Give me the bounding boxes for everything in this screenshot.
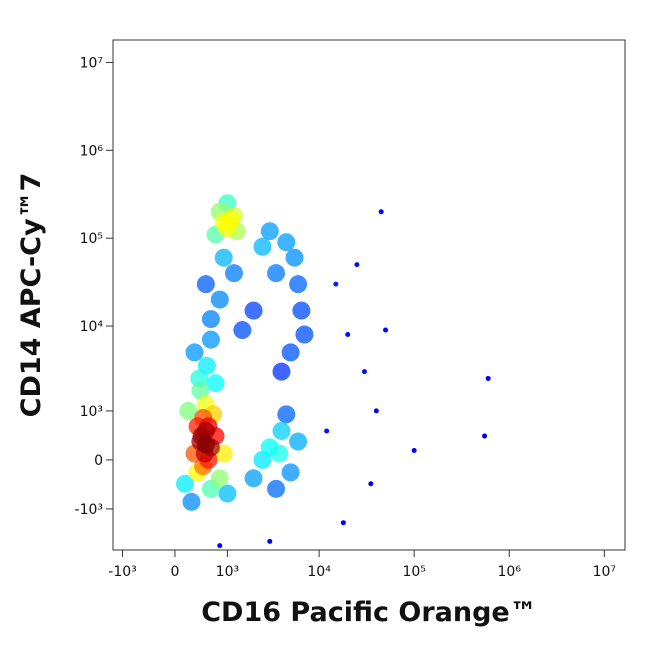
event-point <box>267 264 286 283</box>
x-tick-label: 10⁴ <box>307 564 331 580</box>
event-point <box>289 432 308 451</box>
event-point <box>281 343 300 362</box>
event-point <box>210 469 229 488</box>
event-point <box>485 375 491 381</box>
event-point <box>281 463 300 482</box>
event-point <box>383 327 389 333</box>
event-point <box>411 447 417 453</box>
event-point <box>345 332 351 338</box>
event-point <box>277 405 296 424</box>
event-point <box>324 428 330 434</box>
event-point <box>272 421 291 440</box>
event-point <box>196 275 215 294</box>
event-point <box>289 275 308 294</box>
event-point <box>221 211 240 230</box>
event-point <box>482 433 488 439</box>
event-point <box>218 484 237 503</box>
event-point <box>196 435 215 454</box>
x-axis-title: CD16 Pacific Orange™ <box>201 597 537 628</box>
event-point <box>340 520 346 526</box>
event-point <box>201 330 220 349</box>
event-point <box>378 209 384 215</box>
event-point <box>201 310 220 329</box>
y-axis-title: CD14 APC-Cy™7 <box>16 173 47 418</box>
x-tick-label: 10⁷ <box>593 564 616 580</box>
x-tick-label: -10³ <box>108 564 136 580</box>
event-point <box>217 543 223 549</box>
event-point <box>233 321 252 340</box>
event-point <box>267 479 286 498</box>
event-point <box>244 469 263 488</box>
event-point <box>253 237 272 256</box>
event-point <box>295 325 314 344</box>
event-point <box>176 474 195 493</box>
event-point <box>270 444 289 463</box>
y-tick-label: 0 <box>94 453 103 469</box>
y-tick-label: 10⁴ <box>80 319 104 335</box>
event-point <box>368 481 374 487</box>
event-point <box>361 369 367 375</box>
y-tick-label: 10⁷ <box>80 55 103 71</box>
x-tick-label: 10⁶ <box>498 564 522 580</box>
event-point <box>260 222 279 241</box>
event-point <box>285 248 304 267</box>
event-point <box>210 290 229 309</box>
event-point <box>244 301 263 320</box>
event-point <box>277 233 296 252</box>
event-point <box>267 538 273 544</box>
y-tick-label: 10⁵ <box>80 231 103 247</box>
x-tick-label: 0 <box>171 564 180 580</box>
event-point <box>191 381 210 400</box>
event-point <box>185 343 204 362</box>
event-point <box>206 374 225 393</box>
y-tick-label: 10³ <box>80 404 103 420</box>
event-point <box>272 362 291 381</box>
event-point <box>354 262 360 268</box>
event-point <box>333 281 339 287</box>
x-tick-label: 10⁵ <box>402 564 425 580</box>
event-point <box>182 492 201 511</box>
event-point <box>224 264 243 283</box>
event-point <box>179 401 198 420</box>
y-tick-label: 10⁶ <box>80 143 104 159</box>
event-point <box>292 301 311 320</box>
y-tick-label: -10³ <box>75 502 103 518</box>
event-point <box>373 408 379 414</box>
x-tick-label: 10³ <box>216 564 239 580</box>
event-point <box>214 248 233 267</box>
